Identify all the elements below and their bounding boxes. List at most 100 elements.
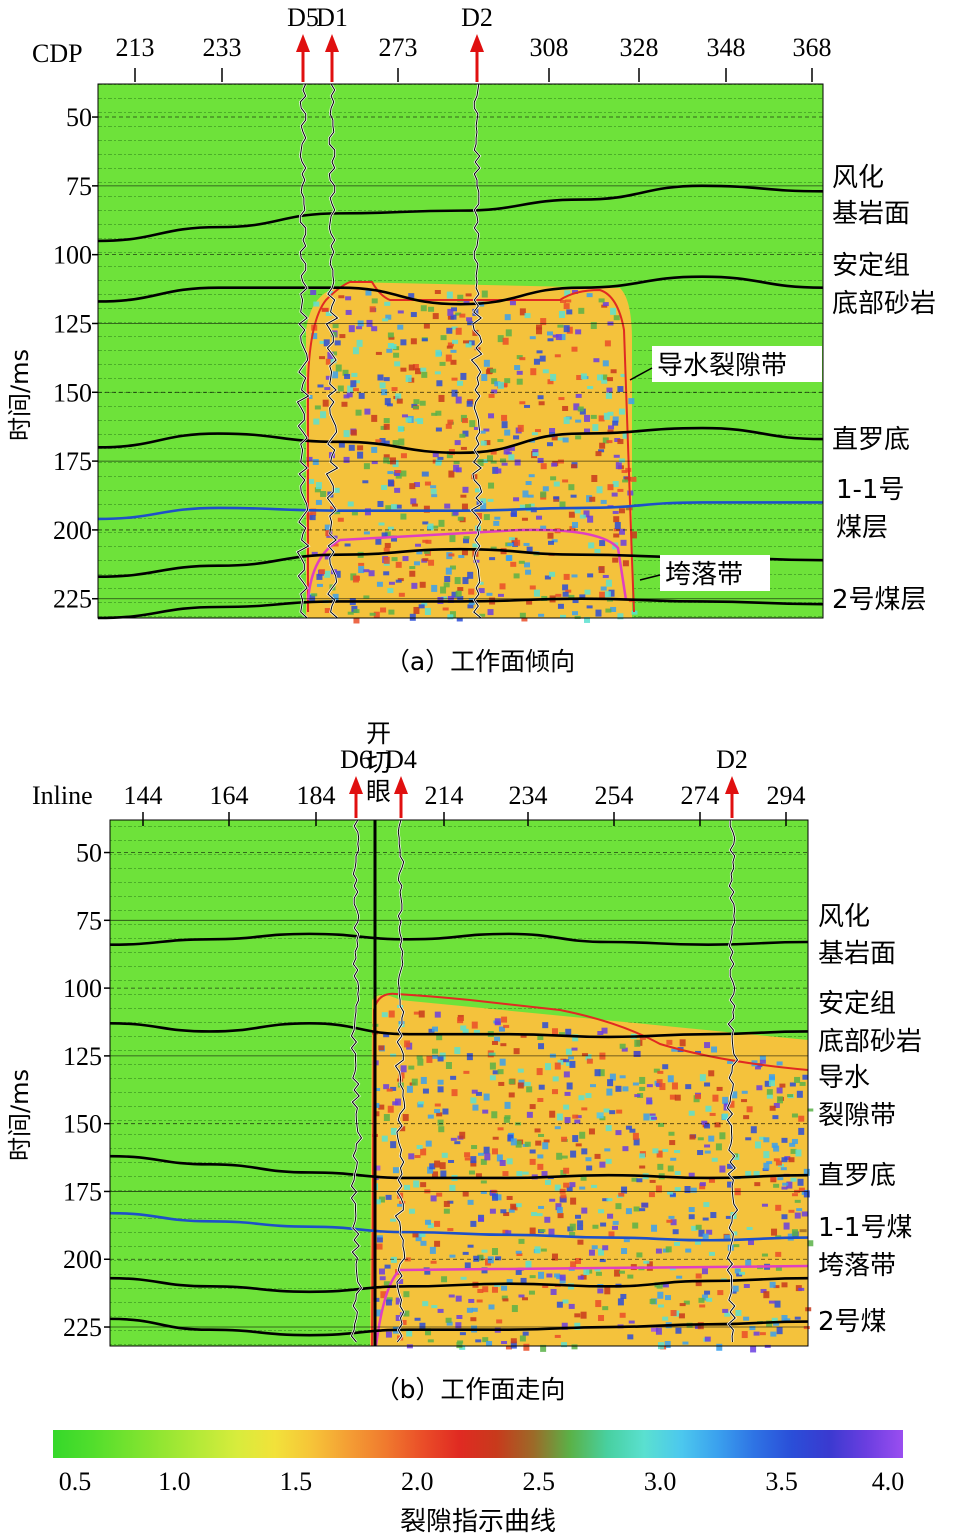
fracture-speckle (604, 1287, 611, 1295)
fracture-speckle (394, 361, 401, 367)
fracture-speckle (445, 423, 452, 429)
fracture-speckle (563, 325, 570, 333)
fracture-speckle (415, 368, 422, 375)
fracture-speckle (656, 1150, 663, 1158)
fracture-speckle (501, 462, 508, 466)
label-water-conducting-b: 导水 (818, 1063, 870, 1093)
well-log-trace (726, 819, 739, 1343)
fracture-speckle (383, 423, 390, 430)
fracture-speckle (374, 1088, 381, 1092)
fracture-speckle (597, 374, 604, 381)
fracture-speckle (554, 1184, 561, 1191)
fracture-speckle (487, 609, 494, 616)
fracture-speckle (445, 1062, 452, 1070)
fracture-speckle (548, 1228, 555, 1236)
fracture-speckle (583, 510, 590, 518)
fracture-speckle (518, 1238, 525, 1244)
fracture-speckle (754, 1066, 761, 1070)
fracture-speckle (526, 546, 533, 554)
x-tick-label: 273 (379, 33, 418, 62)
y-tick-label: 200 (53, 516, 92, 545)
fracture-speckle (455, 396, 462, 404)
fracture-speckle (617, 488, 624, 492)
fracture-speckle (542, 1283, 549, 1288)
fracture-speckle (378, 1104, 385, 1110)
fracture-speckle (549, 428, 556, 434)
fracture-speckle (484, 440, 491, 446)
fracture-speckle (716, 1086, 723, 1091)
fracture-speckle (390, 1141, 397, 1149)
fracture-speckle (452, 339, 459, 344)
fracture-speckle (435, 410, 442, 416)
fracture-speckle (605, 392, 612, 399)
fracture-speckle (599, 540, 606, 547)
fracture-speckle (695, 1280, 702, 1287)
fracture-speckle (619, 1043, 626, 1049)
fracture-speckle (771, 1228, 778, 1236)
fracture-speckle (434, 1240, 441, 1247)
fracture-speckle (674, 1187, 681, 1192)
fracture-speckle (519, 612, 526, 618)
fracture-speckle (768, 1074, 775, 1081)
fracture-speckle (506, 555, 513, 562)
fracture-speckle (450, 1137, 457, 1141)
fracture-speckle (789, 1142, 796, 1147)
fracture-speckle (529, 336, 536, 340)
x-tick-label: 233 (203, 33, 242, 62)
fracture-speckle (559, 334, 566, 341)
fracture-speckle (490, 368, 497, 373)
fracture-speckle (550, 1288, 557, 1295)
fracture-speckle (486, 455, 493, 462)
fracture-speckle (400, 513, 407, 520)
fracture-speckle (498, 1026, 505, 1032)
fracture-speckle (803, 1326, 810, 1330)
fracture-speckle (574, 1119, 581, 1124)
fracture-speckle (397, 1203, 404, 1207)
fracture-speckle (312, 458, 319, 465)
fracture-speckle (569, 1223, 576, 1231)
fracture-speckle (352, 575, 359, 583)
fracture-speckle (538, 1084, 545, 1090)
fracture-speckle (381, 532, 388, 539)
fracture-speckle (571, 1344, 578, 1350)
fracture-speckle (432, 525, 439, 529)
fracture-speckle (494, 381, 501, 387)
fracture-speckle (633, 1206, 640, 1212)
y-tick-label: 75 (66, 172, 92, 201)
fracture-speckle (562, 479, 569, 483)
fracture-speckle (618, 1192, 625, 1197)
fracture-speckle (666, 1039, 673, 1045)
fracture-speckle (527, 494, 534, 498)
fracture-speckle (562, 437, 569, 443)
fracture-speckle (579, 1131, 586, 1139)
fracture-speckle (456, 1314, 463, 1319)
fracture-speckle (325, 310, 332, 316)
fracture-speckle (444, 503, 451, 509)
fracture-speckle (417, 418, 424, 425)
horizon-line (97, 597, 824, 620)
fracture-speckle (655, 1185, 662, 1193)
fracture-speckle (475, 1173, 482, 1179)
fracture-speckle (790, 1148, 797, 1154)
fracture-speckle (470, 1097, 477, 1104)
water-conducting-fracture-boundary-b (371, 992, 809, 1347)
fracture-speckle (428, 559, 435, 566)
fracture-speckle (387, 588, 394, 594)
fracture-speckle (564, 1117, 571, 1124)
fracture-speckle (426, 1055, 433, 1063)
fracture-speckle (431, 1305, 438, 1309)
fracture-speckle (577, 1220, 584, 1226)
fracture-speckle (554, 1334, 561, 1338)
fracture-speckle (373, 611, 380, 618)
fracture-speckle (791, 1138, 798, 1144)
fracture-speckle (704, 1144, 711, 1148)
fracture-speckle (414, 1317, 421, 1321)
fracture-speckle (416, 1055, 423, 1060)
fracture-speckle (320, 411, 327, 419)
fracture-speckle (679, 1039, 686, 1047)
fracture-speckle (387, 471, 394, 475)
fracture-speckle (379, 437, 386, 445)
fracture-speckle (714, 1122, 721, 1128)
fracture-speckle (408, 1065, 415, 1070)
fracture-speckle (478, 588, 485, 594)
